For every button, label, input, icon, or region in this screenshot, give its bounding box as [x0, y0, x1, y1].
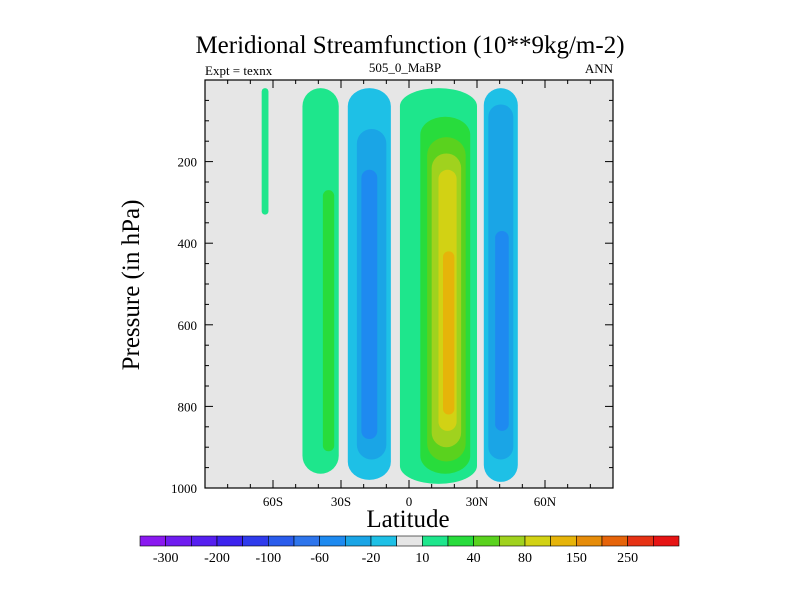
- polar-thin-positive-band: [261, 88, 269, 215]
- colorbar-label: 150: [566, 551, 587, 566]
- colorbar-label: 40: [467, 551, 481, 566]
- colorbar-label: -200: [204, 551, 230, 566]
- experiment-label: Expt = texnx: [205, 63, 273, 78]
- northern-ferrel-negative-core: [495, 230, 509, 431]
- colorbar-swatch: [191, 535, 218, 547]
- colorbar-swatch: [242, 535, 269, 547]
- colorbar-label: -20: [362, 551, 381, 566]
- y-tick-label: 600: [178, 318, 198, 333]
- case-label: 505_0_MaBP: [369, 60, 441, 75]
- y-axis-label: Pressure (in hPa): [118, 200, 145, 371]
- colorbar-swatch: [576, 535, 603, 547]
- y-tick-label: 1000: [171, 481, 197, 496]
- south-polar-positive-core: [322, 190, 335, 452]
- colorbar-label: 250: [617, 551, 638, 566]
- colorbar-swatch: [345, 535, 372, 547]
- y-tick-label: 200: [178, 155, 198, 170]
- colorbar-label: 80: [518, 551, 532, 566]
- colorbar-swatch: [653, 535, 680, 547]
- southern-ferrel-negative-core: [361, 169, 378, 440]
- colorbar-swatch: [422, 535, 449, 547]
- season-label: ANN: [585, 61, 614, 76]
- colorbar-swatch: [601, 535, 628, 547]
- hadley-level-100: [443, 251, 455, 415]
- chart-title: Meridional Streamfunction (10**9kg/m-2): [195, 32, 624, 59]
- colorbar: -300 -200 -100 -60 -20 10 40 80 150 250: [139, 535, 680, 566]
- colorbar-label: -300: [153, 551, 179, 566]
- colorbar-label: -100: [255, 551, 281, 566]
- y-tick-label: 800: [178, 399, 198, 414]
- colorbar-swatch: [499, 535, 526, 547]
- x-axis-label: Latitude: [366, 506, 449, 533]
- contour-cells: [261, 88, 518, 484]
- colorbar-swatch: [447, 535, 474, 547]
- colorbar-swatch: [550, 535, 577, 547]
- colorbar-swatch: [293, 535, 320, 547]
- colorbar-swatch: [319, 535, 346, 547]
- x-tick-label: 30N: [466, 494, 489, 509]
- colorbar-label: 10: [415, 551, 429, 566]
- x-tick-label: 0: [406, 494, 413, 509]
- colorbar-swatch: [216, 535, 243, 547]
- colorbar-swatch: [139, 535, 166, 547]
- colorbar-swatch: [396, 535, 423, 547]
- colorbar-swatch: [268, 535, 295, 547]
- y-tick-label: 400: [178, 236, 198, 251]
- colorbar-swatch: [627, 535, 654, 547]
- colorbar-swatch: [370, 535, 397, 547]
- colorbar-swatch: [524, 535, 551, 547]
- x-tick-label: 60N: [534, 494, 557, 509]
- x-tick-label: 60S: [263, 494, 283, 509]
- colorbar-label: -60: [310, 551, 329, 566]
- colorbar-swatch: [165, 535, 192, 547]
- x-tick-label: 30S: [331, 494, 351, 509]
- colorbar-swatch: [473, 535, 500, 547]
- plot-area: 60S 30S 0 30N 60N 200 400 600 800 1000: [171, 79, 614, 509]
- x-axis: 60S 30S 0 30N 60N: [227, 80, 591, 509]
- y-axis: 200 400 600 800 1000: [171, 99, 613, 496]
